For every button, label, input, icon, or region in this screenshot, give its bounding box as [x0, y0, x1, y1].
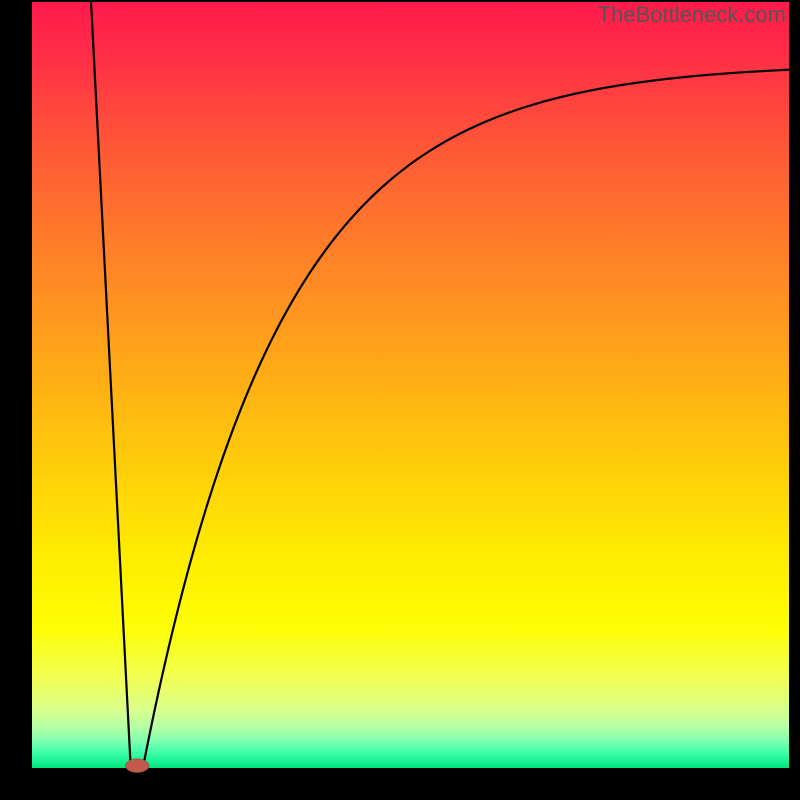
watermark-text: TheBottleneck.com — [598, 2, 786, 28]
plot-background — [32, 2, 789, 768]
minimum-marker — [125, 759, 148, 773]
bottleneck-chart — [0, 0, 800, 800]
chart-container: { "watermark": "TheBottleneck.com", "cha… — [0, 0, 800, 800]
